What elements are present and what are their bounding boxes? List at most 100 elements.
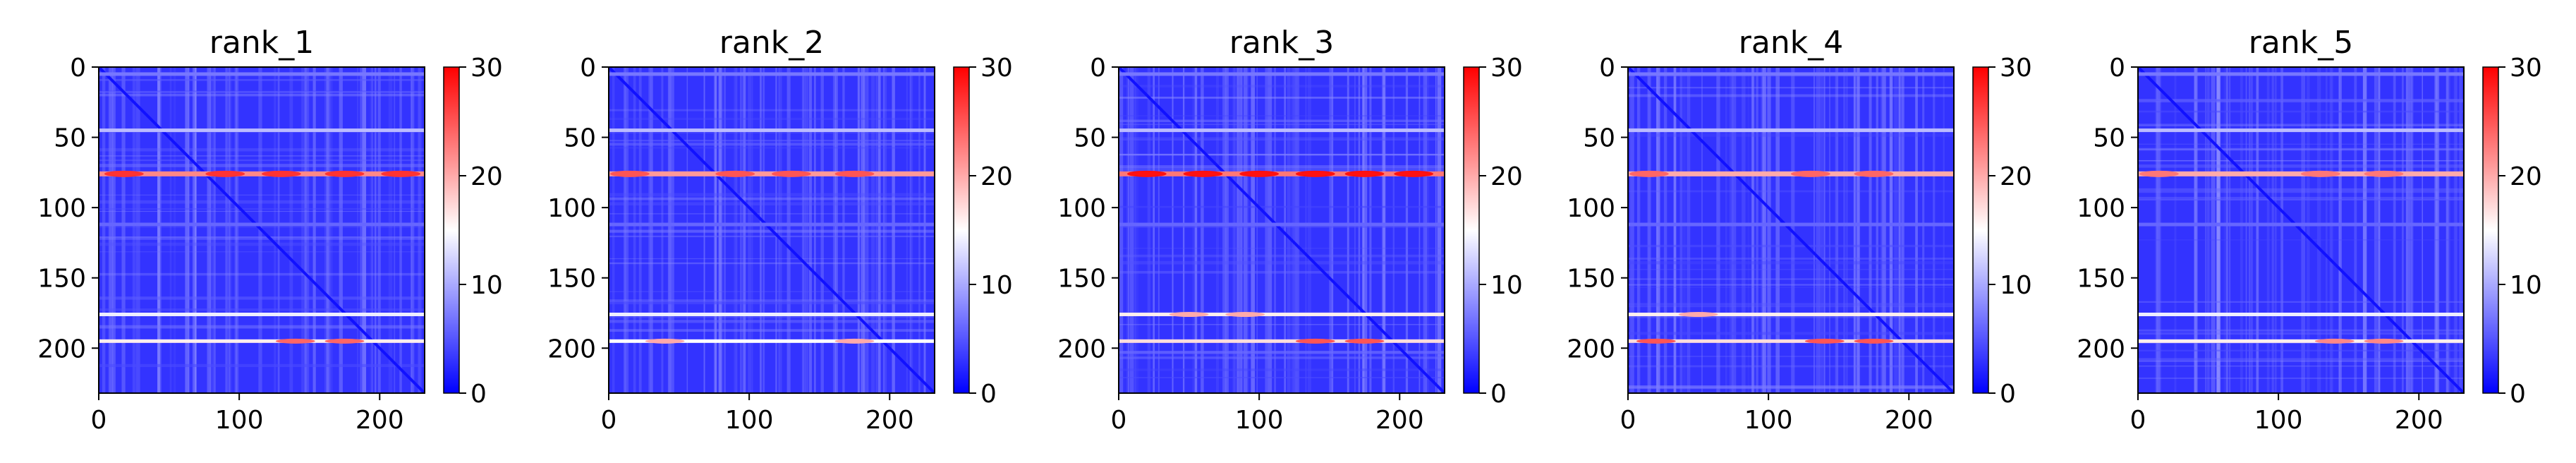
band-peak-3-5 (381, 170, 421, 177)
texture-streak (1656, 67, 1659, 393)
band-peak-3-5 (1344, 170, 1385, 177)
texture-streak (2138, 191, 2464, 193)
axes-frame (608, 66, 935, 394)
texture-streak (1889, 67, 1893, 393)
texture-streak (110, 67, 112, 393)
texture-streak (2138, 110, 2464, 113)
colorbar-frame (2482, 66, 2499, 394)
texture-streak (1843, 67, 1845, 393)
texture-streak (374, 67, 377, 393)
band-peak-6-3 (1854, 338, 1894, 344)
texture-streak (1347, 67, 1349, 393)
colorbar-tick-label: 20 (470, 162, 503, 191)
colorbar-tick-label: 20 (2000, 162, 2032, 191)
texture-streak (2302, 67, 2306, 393)
panel-title: rank_5 (2249, 25, 2353, 61)
panel-title: rank_2 (719, 25, 824, 61)
heatmap-diagonal (99, 67, 425, 393)
texture-streak (99, 325, 425, 329)
texture-streak (304, 67, 308, 393)
texture-streak (1274, 67, 1276, 393)
texture-streak (2316, 67, 2321, 393)
texture-streak (1194, 67, 1198, 393)
texture-streak (99, 164, 425, 167)
texture-streak (418, 67, 421, 393)
y-tick-label: 200 (1057, 335, 1106, 363)
heatmap-image (1119, 67, 1445, 393)
colorbar-tick-label: 10 (980, 271, 1013, 300)
texture-streak (111, 67, 116, 393)
texture-streak (2158, 67, 2161, 393)
texture-streak (2155, 67, 2156, 393)
texture-streak (2406, 67, 2409, 393)
texture-streak (2138, 124, 2464, 126)
texture-streak (2446, 67, 2448, 393)
band-peak-3-3 (1239, 170, 1280, 177)
texture-streak (609, 235, 935, 238)
band-peak-6-1 (2314, 338, 2355, 344)
texture-streak (2274, 67, 2277, 393)
texture-streak (2138, 239, 2464, 241)
texture-streak (1225, 67, 1229, 393)
texture-streak (213, 67, 216, 393)
texture-streak (99, 227, 425, 228)
texture-streak (1628, 87, 1954, 89)
texture-streak (2362, 67, 2367, 393)
y-tick-label: 50 (564, 124, 596, 153)
texture-streak (1638, 67, 1639, 393)
texture-streak (1857, 67, 1860, 393)
texture-streak (1628, 244, 1954, 248)
texture-streak (1751, 67, 1754, 393)
band-peak-6-2 (834, 338, 875, 344)
texture-streak (609, 291, 935, 292)
texture-streak (1822, 67, 1826, 393)
band-row-5 (1119, 312, 1445, 316)
texture-streak (1628, 190, 1954, 193)
texture-streak (2266, 67, 2270, 393)
texture-streak (1628, 306, 1954, 308)
texture-streak (1435, 67, 1437, 393)
band-peak-6-1 (645, 338, 685, 344)
x-tick-label: 200 (1885, 406, 1933, 435)
texture-streak (277, 67, 280, 393)
texture-streak (1655, 67, 1660, 393)
band-row-1 (1119, 72, 1445, 76)
texture-streak (2409, 67, 2412, 393)
band-peak-3-3 (772, 170, 811, 177)
texture-streak (1679, 67, 1682, 393)
texture-streak (1682, 67, 1687, 393)
texture-streak (234, 67, 239, 393)
texture-streak (1818, 67, 1823, 393)
texture-streak (2174, 67, 2177, 393)
texture-streak (109, 67, 111, 393)
band-peak-6-2 (2364, 338, 2404, 344)
texture-streak (1628, 261, 1954, 265)
texture-streak (1172, 67, 1174, 393)
texture-streak (1153, 67, 1155, 393)
texture-streak (1425, 67, 1430, 393)
texture-streak (1687, 67, 1691, 393)
texture-streak (1649, 67, 1651, 393)
texture-streak (326, 67, 329, 393)
texture-streak (1628, 269, 1954, 270)
band-peak-5-1 (1169, 311, 1209, 317)
colorbar-tick-label: 30 (1490, 54, 1523, 83)
texture-streak (1119, 96, 1445, 99)
y-tick-label: 200 (2077, 335, 2125, 363)
texture-streak (2138, 199, 2464, 201)
texture-streak (1756, 67, 1758, 393)
band-peak-3-2 (1183, 170, 1223, 177)
texture-streak (1628, 385, 1954, 389)
texture-streak (609, 329, 935, 332)
texture-streak (1119, 165, 1445, 169)
texture-streak (324, 67, 326, 393)
texture-streak (411, 67, 415, 393)
texture-streak (1237, 67, 1239, 393)
texture-streak (192, 67, 197, 393)
y-tick-label: 150 (1057, 265, 1106, 294)
band-peak-3-1 (609, 170, 650, 177)
texture-streak (195, 67, 197, 393)
band-peak-3-1 (1629, 170, 1669, 177)
texture-streak (609, 202, 935, 206)
band-row-2 (1119, 128, 1445, 133)
